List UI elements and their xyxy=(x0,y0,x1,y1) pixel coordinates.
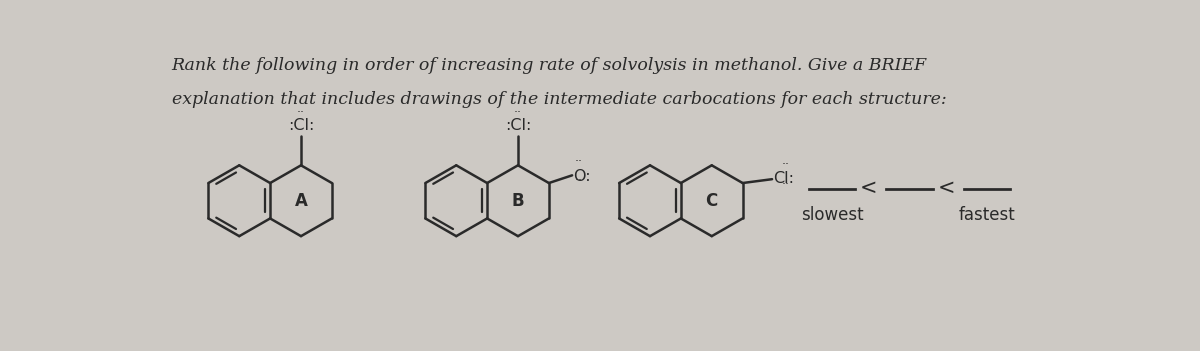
Text: <: < xyxy=(860,178,877,198)
Text: fastest: fastest xyxy=(959,206,1015,224)
Text: :Cl:: :Cl: xyxy=(288,118,314,133)
Text: Rank the following in order of increasing rate of solvolysis in methanol. Give a: Rank the following in order of increasin… xyxy=(172,57,926,74)
Text: explanation that includes drawings of the intermediate carbocations for each str: explanation that includes drawings of th… xyxy=(172,91,947,108)
Text: ··: ·· xyxy=(296,106,305,119)
Text: C: C xyxy=(706,192,718,210)
Text: ··: ·· xyxy=(575,174,582,187)
Text: ··: ·· xyxy=(575,155,582,168)
Text: <: < xyxy=(937,178,955,198)
Text: :Cl:: :Cl: xyxy=(505,118,532,133)
Text: O:: O: xyxy=(572,168,590,184)
Text: slowest: slowest xyxy=(800,206,863,224)
Text: A: A xyxy=(294,192,307,210)
Text: ··: ·· xyxy=(514,106,522,119)
Text: ··: ·· xyxy=(782,159,790,172)
Text: ··: ·· xyxy=(782,178,790,191)
Text: Cl:: Cl: xyxy=(774,171,794,186)
Text: B: B xyxy=(511,192,524,210)
